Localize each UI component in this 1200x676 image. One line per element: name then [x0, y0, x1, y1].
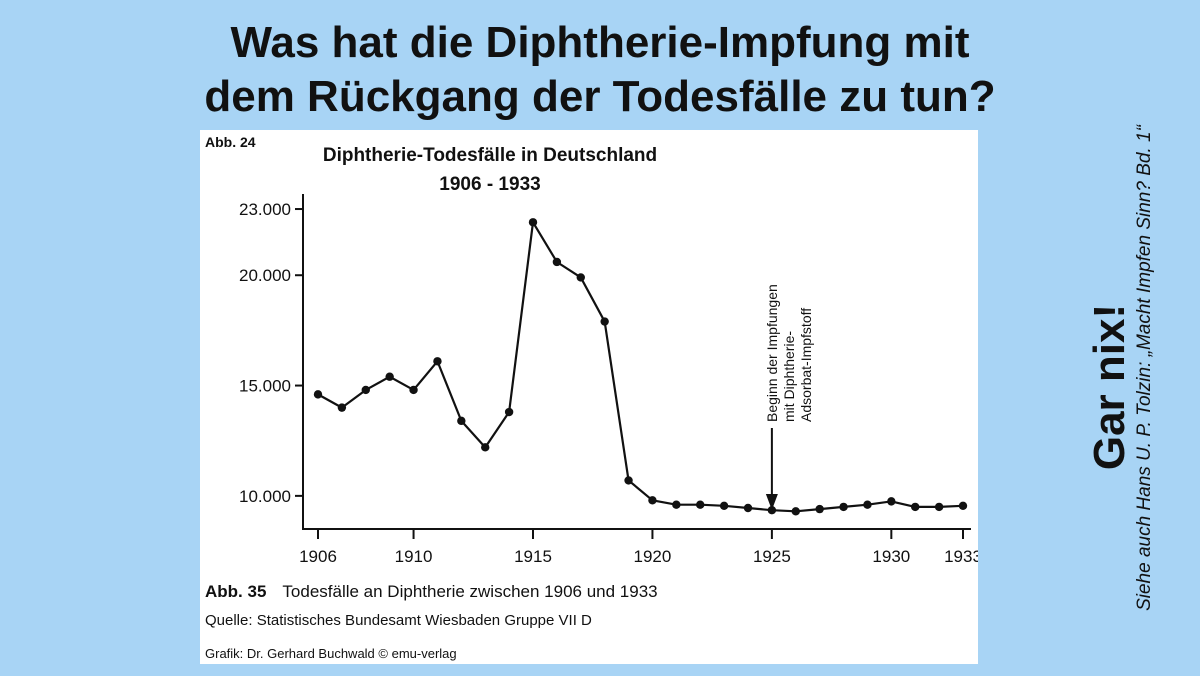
data-point: [457, 416, 466, 426]
data-point: [743, 503, 753, 513]
x-tick-label: 1930: [872, 547, 910, 566]
data-point: [600, 317, 609, 326]
figure-caption: Abb. 35 Todesfälle an Diphtherie zwischen…: [205, 582, 658, 602]
data-point: [481, 443, 490, 452]
data-point: [648, 496, 657, 505]
figure-source: Quelle: Statistisches Bundesamt Wiesbade…: [205, 612, 592, 629]
data-point: [576, 273, 585, 282]
data-point: [863, 500, 872, 509]
data-point: [911, 502, 920, 512]
source-reference: Siehe auch Hans U. P. Tolzin: „Macht Imp…: [1134, 125, 1155, 611]
data-point: [433, 357, 442, 366]
caption-text: Todesfälle an Diphtherie zwischen 1906 u…: [282, 582, 658, 601]
data-point: [815, 504, 824, 514]
headline-line-2: dem Rückgang der Todesfälle zu tun?: [204, 72, 996, 121]
figure-label: Abb. 24: [205, 134, 256, 150]
data-point: [887, 497, 896, 506]
data-point: [361, 385, 370, 395]
data-point: [552, 257, 562, 267]
series-line: [317, 221, 964, 513]
data-point: [409, 385, 418, 395]
data-point: [528, 218, 538, 227]
chart-panel: 10.000 15.000 20.000 23.000 1906 1910 1915 1920…: [200, 130, 978, 664]
x-tick-label: 1925: [753, 547, 791, 566]
data-point: [767, 506, 777, 515]
y-tick-label: 23.000: [239, 200, 291, 219]
line-chart: 10.000 15.000 20.000 23.000 1906 1910 1915 1920…: [239, 194, 978, 566]
data-point: [624, 476, 633, 485]
chart-subtitle: 1906 - 1933: [439, 174, 541, 195]
y-tick-label: 15.000: [239, 377, 291, 396]
annotation-line-1: Beginn der Impfungen: [763, 284, 780, 422]
annotation-line-3: Adsorbat-Impfstoff: [797, 307, 814, 422]
data-point: [839, 502, 848, 512]
data-point: [934, 502, 944, 512]
headline-line-1: Was hat die Diphtherie-Impfung mit: [230, 18, 970, 67]
data-point: [385, 372, 394, 381]
x-tick-label: 1915: [514, 547, 552, 566]
data-point: [337, 403, 347, 412]
data-point: [672, 500, 681, 509]
chart-title: Diphtherie-Todesfälle in Deutschland: [322, 145, 658, 166]
data-point: [791, 507, 800, 516]
data-point: [696, 500, 705, 509]
data-point: [719, 501, 729, 510]
caption-label: Abb. 35: [205, 582, 267, 601]
annotation-arrow-head: [765, 494, 778, 510]
y-tick-label: 20.000: [239, 266, 291, 285]
data-point: [958, 501, 968, 510]
verdict-text: Gar nix!: [1085, 303, 1134, 471]
annotation-line-2: mit Diphtherie-: [780, 330, 797, 422]
x-tick-label: 1920: [634, 547, 672, 566]
data-point: [504, 407, 514, 417]
x-tick-label: 1906: [299, 547, 337, 566]
x-tick-label: 1933: [944, 547, 978, 566]
x-tick-label: 1910: [395, 547, 433, 566]
figure-credit: Grafik: Dr. Gerhard Buchwald © emu-verla…: [205, 646, 457, 661]
data-point: [313, 390, 323, 399]
y-tick-label: 10.000: [239, 487, 291, 506]
